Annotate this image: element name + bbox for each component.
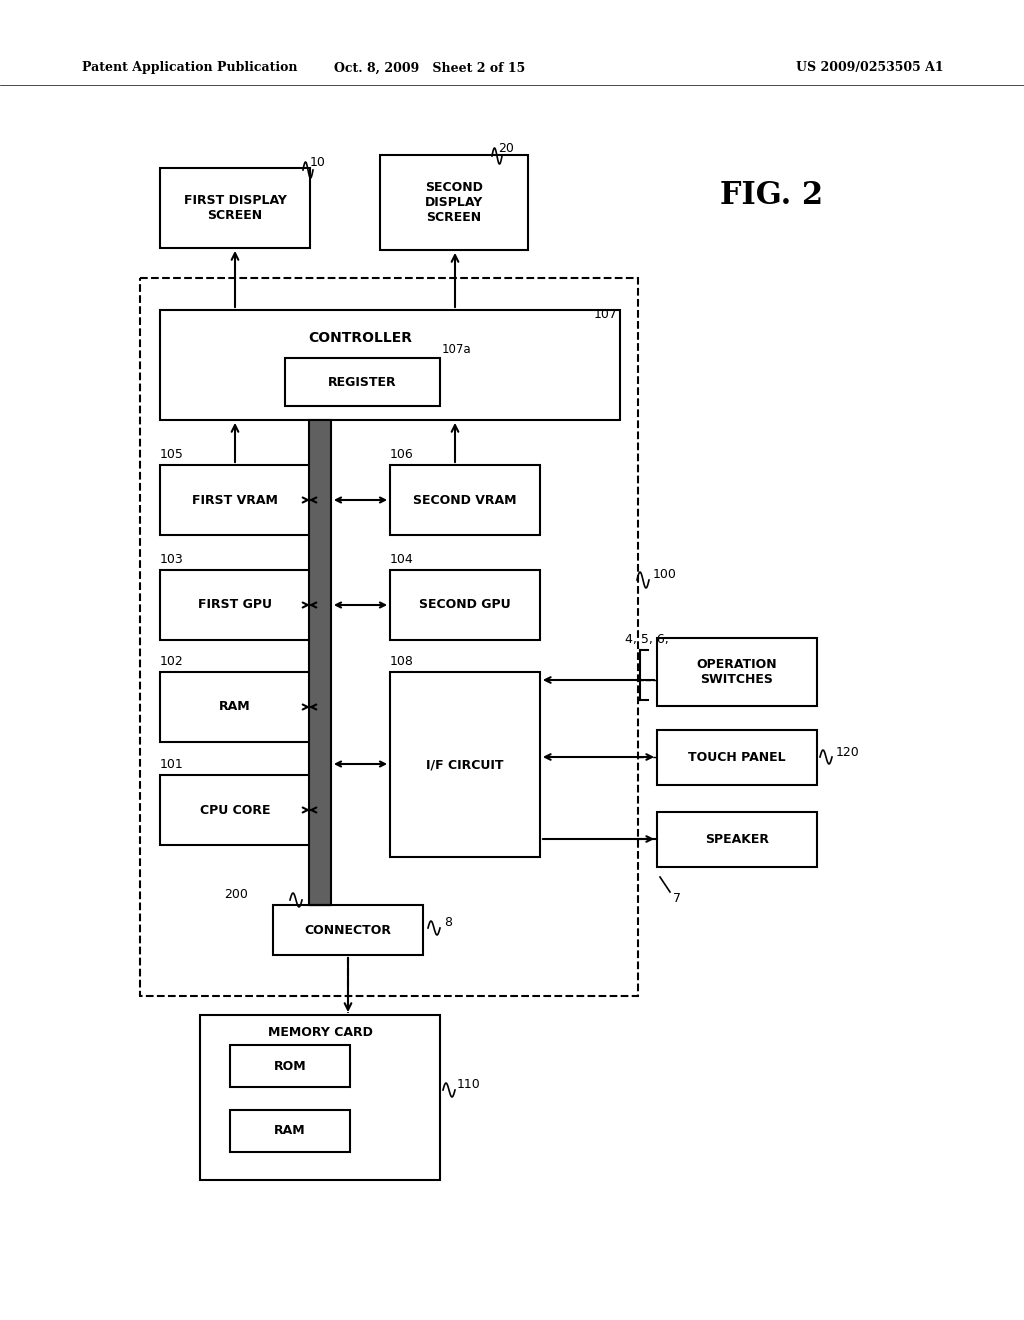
Text: 4, 5, 6,: 4, 5, 6, [625,634,669,647]
Bar [160,672,310,742]
Bar [273,906,423,954]
Text: Patent Application Publication: Patent Application Publication [82,62,298,74]
Text: 108: 108 [390,655,414,668]
Bar [160,465,310,535]
Text: 120: 120 [836,746,860,759]
Text: SECOND VRAM: SECOND VRAM [414,494,517,507]
Text: 200: 200 [224,888,248,902]
Text: 107: 107 [594,309,618,322]
Text: REGISTER: REGISTER [328,375,397,388]
Bar [390,672,540,857]
Text: FIG. 2: FIG. 2 [720,180,823,210]
Bar [390,570,540,640]
Bar [230,1110,350,1152]
Bar [200,1015,440,1180]
Text: ROM: ROM [273,1060,306,1072]
Text: MEMORY CARD: MEMORY CARD [267,1027,373,1040]
Bar [160,570,310,640]
Bar [657,638,817,706]
Text: FIRST VRAM: FIRST VRAM [193,494,278,507]
Text: CONNECTOR: CONNECTOR [304,924,391,936]
Bar [160,168,310,248]
Text: FIRST DISPLAY
SCREEN: FIRST DISPLAY SCREEN [183,194,287,222]
Text: 106: 106 [390,447,414,461]
Text: 102: 102 [160,655,183,668]
Text: 110: 110 [457,1078,480,1092]
Bar [657,812,817,867]
Text: RAM: RAM [219,701,251,714]
Bar [309,420,331,906]
Text: 101: 101 [160,758,183,771]
Text: OPERATION
SWITCHES: OPERATION SWITCHES [696,657,777,686]
Text: SPEAKER: SPEAKER [705,833,769,846]
Text: 107a: 107a [442,343,472,356]
Text: RAM: RAM [274,1125,306,1138]
Bar [160,775,310,845]
Text: CPU CORE: CPU CORE [200,804,270,817]
Text: US 2009/0253505 A1: US 2009/0253505 A1 [797,62,944,74]
Bar [230,1045,350,1086]
Bar [140,279,638,997]
Bar [657,730,817,785]
Bar [160,310,620,420]
Text: 104: 104 [390,553,414,566]
Text: TOUCH PANEL: TOUCH PANEL [688,751,785,764]
Text: 105: 105 [160,447,184,461]
Text: 7: 7 [673,891,681,904]
Text: I/F CIRCUIT: I/F CIRCUIT [426,758,504,771]
Text: 8: 8 [444,916,452,929]
Bar [390,465,540,535]
Text: 20: 20 [498,141,514,154]
Text: Oct. 8, 2009   Sheet 2 of 15: Oct. 8, 2009 Sheet 2 of 15 [335,62,525,74]
Text: SECOND
DISPLAY
SCREEN: SECOND DISPLAY SCREEN [425,181,483,224]
Text: 103: 103 [160,553,183,566]
Bar [285,358,440,407]
Text: 10: 10 [310,156,326,169]
Text: 100: 100 [653,569,677,582]
Text: FIRST GPU: FIRST GPU [198,598,272,611]
Bar [380,154,528,249]
Text: CONTROLLER: CONTROLLER [308,331,412,345]
Text: SECOND GPU: SECOND GPU [419,598,511,611]
